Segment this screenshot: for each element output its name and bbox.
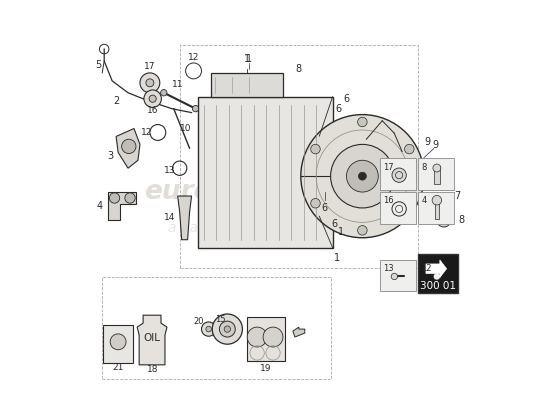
Bar: [380, 260, 416, 291]
Polygon shape: [293, 327, 305, 337]
Text: 3: 3: [107, 151, 113, 161]
Text: 4: 4: [96, 201, 102, 211]
Text: 13: 13: [383, 264, 394, 273]
Text: OIL: OIL: [144, 333, 161, 343]
Text: 11: 11: [172, 80, 184, 89]
Circle shape: [331, 144, 394, 208]
Bar: [418, 260, 454, 291]
Bar: [211, 73, 283, 97]
Text: 1: 1: [246, 54, 252, 64]
Text: 8: 8: [296, 64, 302, 74]
Circle shape: [161, 90, 167, 96]
Text: 2: 2: [113, 96, 119, 106]
Text: 12: 12: [188, 52, 199, 62]
Polygon shape: [426, 260, 447, 278]
Circle shape: [405, 144, 414, 154]
Text: 4: 4: [421, 196, 426, 206]
Circle shape: [437, 213, 451, 227]
Circle shape: [224, 326, 230, 332]
Text: 12: 12: [141, 128, 153, 137]
Circle shape: [140, 73, 160, 93]
Circle shape: [219, 321, 235, 337]
Text: 7: 7: [455, 191, 461, 201]
Circle shape: [125, 193, 135, 203]
Circle shape: [433, 273, 441, 280]
Text: 19: 19: [260, 364, 271, 372]
Polygon shape: [108, 192, 136, 220]
Circle shape: [212, 314, 243, 344]
Text: 1: 1: [338, 227, 344, 237]
Text: 16: 16: [147, 106, 158, 115]
Circle shape: [430, 269, 444, 284]
Text: 5: 5: [95, 60, 101, 70]
Text: 6: 6: [336, 104, 342, 114]
Circle shape: [311, 144, 320, 154]
Bar: [434, 198, 450, 208]
Text: 9: 9: [433, 140, 439, 150]
Circle shape: [433, 164, 441, 172]
Text: 14: 14: [164, 213, 175, 222]
Bar: [418, 158, 454, 190]
Circle shape: [358, 117, 367, 127]
Circle shape: [146, 79, 154, 87]
Circle shape: [346, 160, 378, 192]
Bar: [103, 325, 133, 363]
Text: 6: 6: [322, 203, 328, 213]
Bar: [435, 201, 439, 219]
Bar: [197, 97, 333, 248]
Polygon shape: [178, 196, 191, 240]
Bar: [434, 166, 440, 184]
Circle shape: [358, 226, 367, 235]
Bar: [380, 192, 416, 224]
Circle shape: [432, 196, 442, 205]
Circle shape: [110, 334, 126, 350]
Circle shape: [247, 327, 267, 347]
Polygon shape: [116, 128, 140, 168]
Bar: [247, 317, 285, 361]
Text: 9: 9: [425, 137, 431, 147]
Text: eurospares: eurospares: [144, 179, 311, 205]
Bar: [380, 158, 416, 190]
Text: 21: 21: [112, 363, 124, 372]
Circle shape: [206, 326, 211, 332]
Circle shape: [263, 327, 283, 347]
Text: 300 01: 300 01: [420, 281, 456, 291]
Text: 17: 17: [144, 62, 156, 72]
Text: 8: 8: [459, 215, 465, 225]
Circle shape: [192, 106, 199, 112]
Circle shape: [144, 90, 161, 108]
Text: 18: 18: [146, 365, 158, 374]
Circle shape: [311, 198, 320, 208]
Circle shape: [391, 273, 398, 280]
Circle shape: [149, 95, 156, 102]
Text: 1: 1: [244, 54, 250, 64]
Text: 17: 17: [383, 163, 394, 172]
Polygon shape: [137, 315, 167, 365]
Text: 1: 1: [333, 252, 340, 262]
Bar: [180, 45, 418, 268]
Text: 10: 10: [180, 124, 191, 133]
Circle shape: [359, 172, 366, 180]
Circle shape: [109, 193, 120, 203]
Text: 15: 15: [216, 315, 226, 324]
Text: 6: 6: [343, 94, 350, 104]
Bar: [418, 254, 458, 293]
Circle shape: [301, 114, 424, 238]
Text: 13: 13: [164, 166, 175, 175]
Text: 6: 6: [332, 219, 338, 229]
Circle shape: [122, 139, 136, 154]
Bar: [102, 278, 331, 379]
Bar: [418, 192, 454, 224]
Circle shape: [392, 168, 406, 182]
Text: 8: 8: [421, 163, 427, 172]
Text: a parts specialist: a parts specialist: [168, 221, 287, 235]
Circle shape: [405, 198, 414, 208]
Circle shape: [201, 322, 216, 336]
Text: 12: 12: [421, 264, 432, 273]
Text: 20: 20: [194, 317, 204, 326]
Text: 16: 16: [383, 196, 394, 206]
